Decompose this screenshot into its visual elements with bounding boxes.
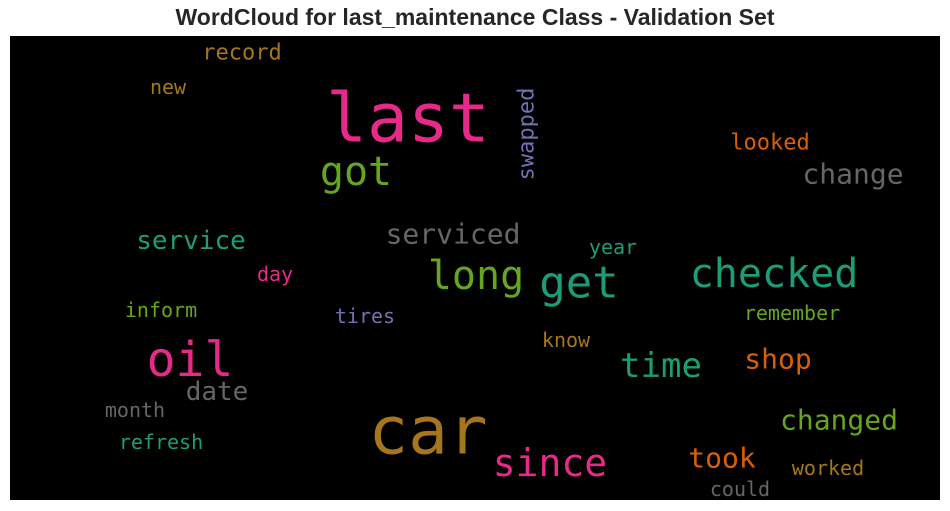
word-service: service [136,226,246,256]
word-inform: inform [125,298,197,322]
word-got: got [320,149,392,195]
word-shop: shop [744,343,811,376]
word-since: since [493,441,607,485]
word-took: took [688,442,756,475]
word-long: long [428,253,524,299]
word-car: car [368,393,487,470]
word-last: last [326,80,490,159]
word-record: record [202,41,281,66]
word-month: month [105,398,165,422]
word-new: new [150,75,187,99]
word-time: time [620,346,702,386]
chart-title: WordCloud for last_maintenance Class - V… [175,4,775,30]
word-refresh: refresh [119,430,203,454]
word-change: change [802,158,903,191]
word-worked: worked [792,456,864,480]
word-oil: oil [147,332,234,388]
word-serviced: serviced [386,218,521,251]
word-checked: checked [690,251,859,297]
word-remember: remember [744,301,840,325]
word-swapped: swapped [515,88,540,181]
word-tires: tires [335,304,395,328]
word-day: day [257,262,293,286]
word-looked: looked [730,131,809,156]
word-changed: changed [780,404,898,437]
word-could: could [710,477,770,500]
word-get: get [539,258,618,309]
wordcloud-canvas: last car oil get long checked got since time chan… [10,36,940,500]
word-date: date [186,377,249,407]
word-know: know [542,328,591,352]
word-year: year [589,235,637,259]
